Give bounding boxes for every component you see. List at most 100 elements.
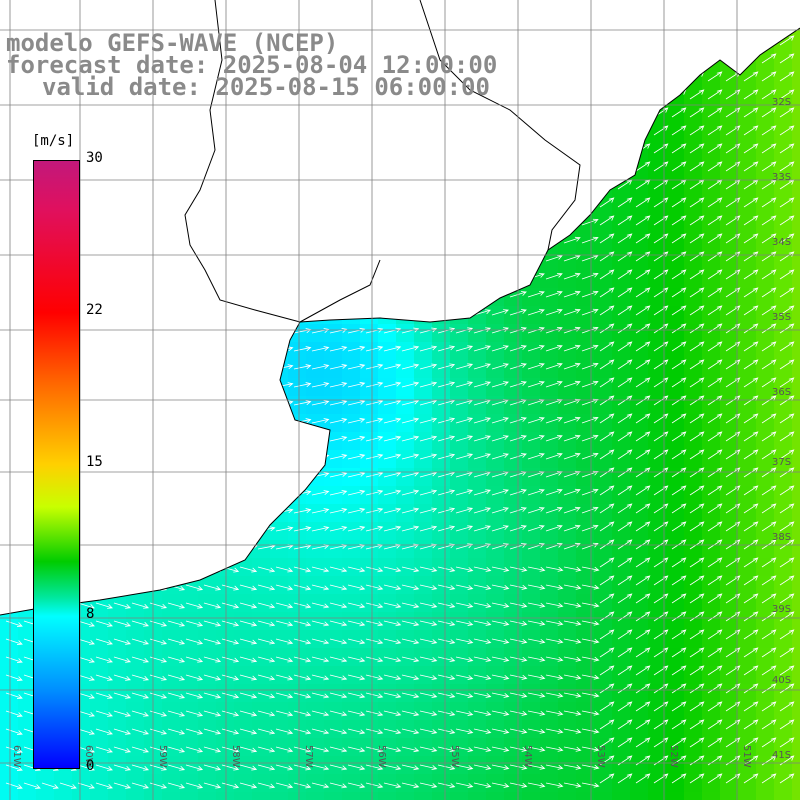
wind-arrow (293, 602, 312, 609)
speed-cell (792, 576, 800, 595)
speed-cell (702, 306, 721, 325)
speed-cell (774, 324, 793, 343)
speed-cell (792, 432, 800, 451)
wind-arrow (365, 710, 384, 717)
wind-arrow (473, 363, 492, 370)
wind-arrow (365, 417, 384, 424)
speed-cell (720, 324, 739, 343)
wind-arrow (779, 521, 795, 532)
speed-cell (504, 360, 523, 379)
speed-cell (792, 90, 800, 109)
speed-cell (648, 486, 667, 505)
speed-cell (720, 414, 739, 433)
wind-arrow (5, 692, 23, 699)
wind-arrow (779, 737, 795, 748)
wind-arrow (311, 584, 330, 591)
wind-arrow (707, 485, 723, 496)
wind-arrow (131, 674, 150, 681)
speed-cell (774, 756, 793, 775)
wind-arrow (455, 507, 474, 514)
title-model: modelo GEFS-WAVE (NCEP) (6, 29, 339, 57)
speed-cell (378, 450, 397, 469)
speed-cell (666, 234, 685, 253)
wind-arrow (707, 449, 723, 460)
wind-arrow (725, 467, 741, 478)
wind-arrow (689, 269, 705, 280)
speed-cell (432, 594, 451, 613)
speed-cell (504, 666, 523, 685)
wind-arrow (95, 620, 113, 627)
wind-arrow (653, 359, 669, 370)
wind-arrow (77, 692, 95, 699)
wind-arrow (545, 638, 564, 644)
wind-arrow (707, 773, 723, 784)
wind-arrow (761, 755, 777, 766)
wind-arrow (635, 485, 651, 496)
wind-arrow (95, 692, 113, 699)
wind-arrow (257, 656, 276, 663)
speed-cell (576, 234, 595, 253)
wind-arrow (761, 287, 777, 298)
wind-arrow (527, 489, 545, 496)
speed-cell (720, 648, 739, 667)
speed-cell (486, 342, 505, 361)
wind-arrow (113, 602, 131, 609)
speed-cell (396, 468, 415, 487)
speed-cell (720, 558, 739, 577)
speed-cell (522, 468, 541, 487)
wind-arrow (725, 539, 741, 550)
speed-cell (774, 414, 793, 433)
wind-arrow (347, 746, 366, 753)
wind-arrow (707, 89, 723, 100)
speed-cell (342, 792, 361, 800)
speed-cell (702, 576, 721, 595)
wind-arrow (365, 381, 384, 388)
speed-cell (666, 522, 685, 541)
wind-arrow (581, 656, 600, 662)
speed-cell (270, 522, 289, 541)
wind-arrow (617, 395, 633, 406)
wind-arrow (455, 638, 474, 644)
wind-arrow (473, 417, 492, 424)
speed-cell (630, 468, 649, 487)
wind-arrow (383, 602, 402, 609)
wind-arrow (329, 728, 348, 735)
speed-cell (504, 324, 523, 343)
wind-arrow (455, 489, 474, 496)
speed-cell (396, 720, 415, 739)
wind-arrow (329, 525, 348, 532)
wind-arrow (419, 489, 438, 496)
speed-cell (108, 702, 127, 721)
speed-cell (18, 756, 37, 775)
speed-cell (756, 720, 775, 739)
wind-arrow (221, 746, 240, 753)
wind-arrow (581, 236, 599, 244)
speed-cell (162, 720, 181, 739)
wind-arrow (77, 764, 95, 771)
wind-arrow (365, 782, 384, 789)
speed-cell (648, 162, 667, 181)
wind-arrow (383, 692, 402, 699)
wind-arrow (581, 290, 599, 298)
wind-arrow (725, 503, 741, 514)
wind-arrow (725, 683, 741, 694)
wind-arrow (473, 692, 492, 698)
speed-cell (666, 684, 685, 703)
speed-cell (360, 666, 379, 685)
wind-arrow (617, 287, 633, 298)
speed-cell (180, 702, 199, 721)
speed-cell (288, 684, 307, 703)
speed-cell (216, 792, 235, 800)
speed-cell (306, 630, 325, 649)
speed-cell (720, 756, 739, 775)
wind-arrow (599, 467, 615, 478)
speed-cell (792, 504, 800, 523)
wind-arrow (293, 566, 312, 573)
speed-cell (684, 558, 703, 577)
speed-cell (306, 738, 325, 757)
wind-arrow (365, 435, 384, 442)
wind-arrow (689, 647, 705, 658)
speed-cell (630, 288, 649, 307)
wind-arrow (329, 489, 348, 496)
wind-arrow (473, 309, 492, 316)
